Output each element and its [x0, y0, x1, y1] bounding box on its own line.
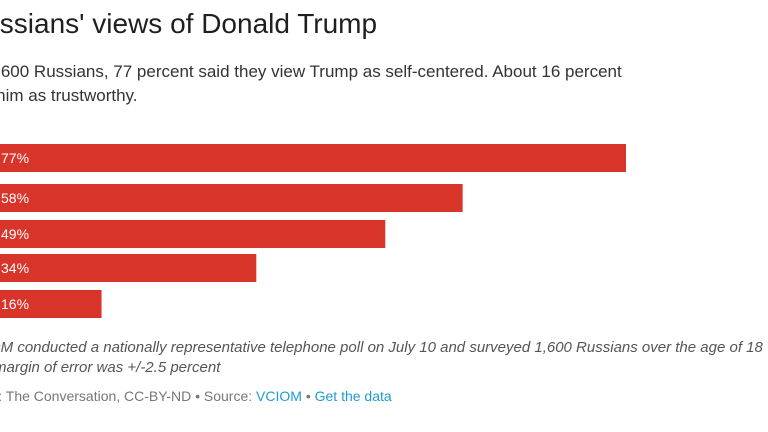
- footer-separator-2: •: [305, 388, 311, 404]
- bar-2: [0, 184, 463, 212]
- bar-5: [0, 290, 102, 318]
- bar-value-label-5: 16%: [1, 296, 29, 312]
- bar-value-label-1: 77%: [1, 150, 29, 166]
- chart-title: Russians' views of Donald Trump: [0, 8, 378, 39]
- notes-line-2: The margin of error was +/-2.5 percent: [0, 359, 221, 376]
- bar-value-label-3: 49%: [1, 226, 29, 242]
- bar-3: [0, 220, 386, 248]
- bar-1: [0, 144, 626, 172]
- bar-chart: 77% 58% 49% 34% 16%: [0, 144, 626, 318]
- footer-separator-1: •: [195, 388, 200, 404]
- chart-footer: Chart: The Conversation, CC-BY-ND • Sour…: [0, 386, 392, 406]
- source-link[interactable]: VCIOM: [256, 388, 302, 404]
- notes-line-1: VCIOM conducted a nationally representat…: [0, 339, 763, 356]
- bar-value-label-4: 34%: [1, 260, 29, 276]
- footer-credit: Chart: The Conversation, CC-BY-ND: [0, 388, 192, 404]
- footer-source-label: Source:: [203, 388, 253, 404]
- chart-notes: VCIOM conducted a nationally representat…: [0, 338, 768, 378]
- subtitle-line-1: Of 1,600 Russians, 77 percent said they …: [0, 62, 622, 81]
- bar-4: [0, 254, 257, 282]
- subtitle-line-2: see him as trustworthy.: [0, 86, 138, 105]
- get-data-link[interactable]: Get the data: [314, 388, 392, 404]
- bar-value-label-2: 58%: [1, 190, 29, 206]
- chart-subtitle: Of 1,600 Russians, 77 percent said they …: [0, 60, 768, 108]
